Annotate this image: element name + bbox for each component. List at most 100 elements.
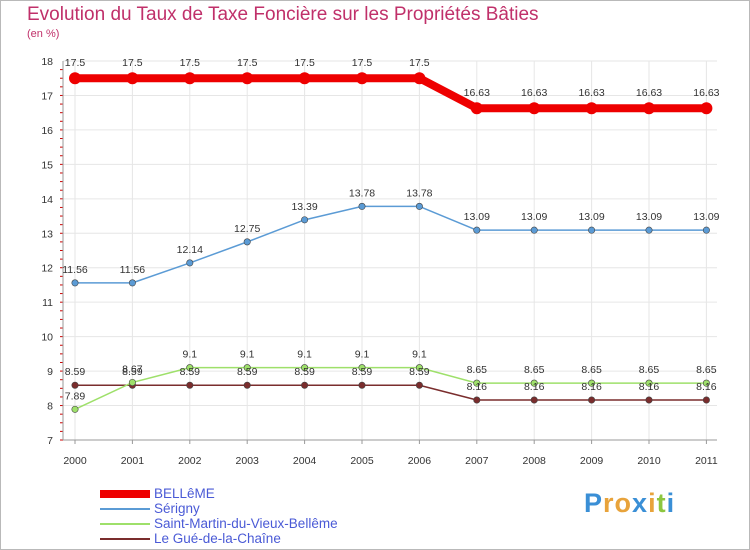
legend-label: Le Gué-de-la-Chaîne <box>154 531 281 546</box>
data-point-3 <box>71 381 79 389</box>
y-tick-label: 7 <box>47 435 53 447</box>
data-point-2 <box>588 379 596 387</box>
legend-swatch <box>100 523 150 525</box>
data-point-2 <box>415 364 423 372</box>
data-point-0 <box>470 102 483 115</box>
legend-label: BELLêME <box>154 486 215 501</box>
data-point-3 <box>301 381 309 389</box>
data-point-1 <box>645 226 653 234</box>
data-point-3 <box>702 396 710 404</box>
data-point-2 <box>473 379 481 387</box>
data-label-1: 13.09 <box>693 211 719 223</box>
y-tick-label: 13 <box>41 228 53 240</box>
logo-letter: x <box>632 488 649 518</box>
logo-letter: o <box>614 488 633 518</box>
x-tick-label: 2004 <box>293 455 317 467</box>
data-point-2 <box>128 378 136 386</box>
y-tick-label: 9 <box>47 366 53 378</box>
data-point-2 <box>186 364 194 372</box>
data-label-1: 13.78 <box>406 187 432 199</box>
x-tick-label: 2001 <box>121 455 145 467</box>
data-point-3 <box>243 381 251 389</box>
data-label-2: 8.65 <box>696 364 717 376</box>
data-label-2: 9.1 <box>355 349 370 361</box>
data-label-1: 11.56 <box>62 264 88 276</box>
x-tick-label: 2008 <box>523 455 547 467</box>
y-tick-label: 10 <box>41 332 53 344</box>
y-tick-label: 11 <box>42 297 53 309</box>
x-tick-label: 2009 <box>580 455 604 467</box>
data-point-2 <box>702 379 710 387</box>
data-label-1: 13.09 <box>578 211 604 223</box>
data-label-0: 17.5 <box>352 57 373 69</box>
data-point-1 <box>186 259 194 267</box>
data-label-0: 16.63 <box>521 87 547 99</box>
data-label-1: 12.75 <box>234 223 260 235</box>
data-label-2: 7.89 <box>65 390 86 402</box>
data-point-3 <box>358 381 366 389</box>
data-label-2: 9.1 <box>297 349 312 361</box>
data-point-0 <box>183 72 196 85</box>
data-label-1: 12.14 <box>177 244 203 256</box>
data-label-1: 13.39 <box>291 201 317 213</box>
data-point-1 <box>415 202 423 210</box>
data-label-3: 8.16 <box>696 381 717 393</box>
data-label-1: 13.09 <box>636 211 662 223</box>
data-point-0 <box>126 72 139 85</box>
data-label-3: 8.59 <box>122 366 143 378</box>
data-label-3: 8.59 <box>409 366 430 378</box>
data-point-0 <box>528 102 541 115</box>
data-label-2: 8.65 <box>581 364 602 376</box>
data-point-0 <box>413 72 426 85</box>
y-tick-label: 18 <box>41 56 53 68</box>
data-point-0 <box>298 72 311 85</box>
legend-swatch <box>100 490 150 498</box>
data-point-1 <box>702 226 710 234</box>
data-label-2: 8.65 <box>524 364 545 376</box>
data-point-0 <box>241 72 254 85</box>
data-label-3: 8.59 <box>352 366 373 378</box>
data-point-2 <box>530 379 538 387</box>
data-point-0 <box>643 102 655 115</box>
y-tick-label: 12 <box>41 263 53 275</box>
legend-label: Sérigny <box>154 501 200 516</box>
data-label-0: 17.5 <box>409 57 430 69</box>
data-label-2: 9.1 <box>412 349 427 361</box>
plot-area <box>63 61 717 440</box>
legend-swatch <box>100 508 150 510</box>
data-label-0: 16.63 <box>693 87 719 99</box>
logo-letter: r <box>603 488 615 518</box>
x-tick-label: 2003 <box>236 455 260 467</box>
data-point-2 <box>358 364 366 372</box>
series-line-0 <box>71 74 711 113</box>
data-label-2: 8.65 <box>467 364 488 376</box>
chart-title: Evolution du Taux de Taxe Foncière sur l… <box>27 4 539 25</box>
x-tick-label: 2007 <box>465 455 489 467</box>
y-tick-label: 16 <box>41 125 53 137</box>
data-point-2 <box>243 364 251 372</box>
logo-letter: t <box>656 488 667 518</box>
data-label-0: 17.5 <box>294 57 315 69</box>
data-label-3: 8.16 <box>639 381 660 393</box>
data-label-3: 8.16 <box>581 381 602 393</box>
data-point-3 <box>186 381 194 389</box>
x-tick-label: 2006 <box>408 455 432 467</box>
data-point-1 <box>301 216 309 224</box>
data-label-0: 16.63 <box>464 87 490 99</box>
data-label-3: 8.16 <box>524 381 545 393</box>
data-point-0 <box>700 102 713 115</box>
data-label-3: 8.59 <box>180 366 201 378</box>
data-point-1 <box>128 279 136 287</box>
data-point-3 <box>473 396 481 404</box>
data-label-1: 13.09 <box>521 211 547 223</box>
data-point-2 <box>71 405 79 413</box>
x-tick-label: 2002 <box>178 455 202 467</box>
data-point-1 <box>530 226 538 234</box>
data-point-0 <box>356 72 368 85</box>
legend-swatch <box>100 538 150 540</box>
data-point-1 <box>358 202 366 210</box>
data-point-0 <box>69 72 81 85</box>
logo-letter: i <box>666 488 676 518</box>
data-point-0 <box>585 102 598 115</box>
